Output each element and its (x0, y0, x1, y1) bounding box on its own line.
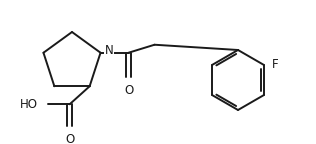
Text: HO: HO (20, 98, 38, 111)
Text: F: F (272, 58, 279, 72)
Text: O: O (65, 133, 74, 144)
Text: O: O (124, 84, 133, 97)
Text: N: N (105, 44, 113, 57)
